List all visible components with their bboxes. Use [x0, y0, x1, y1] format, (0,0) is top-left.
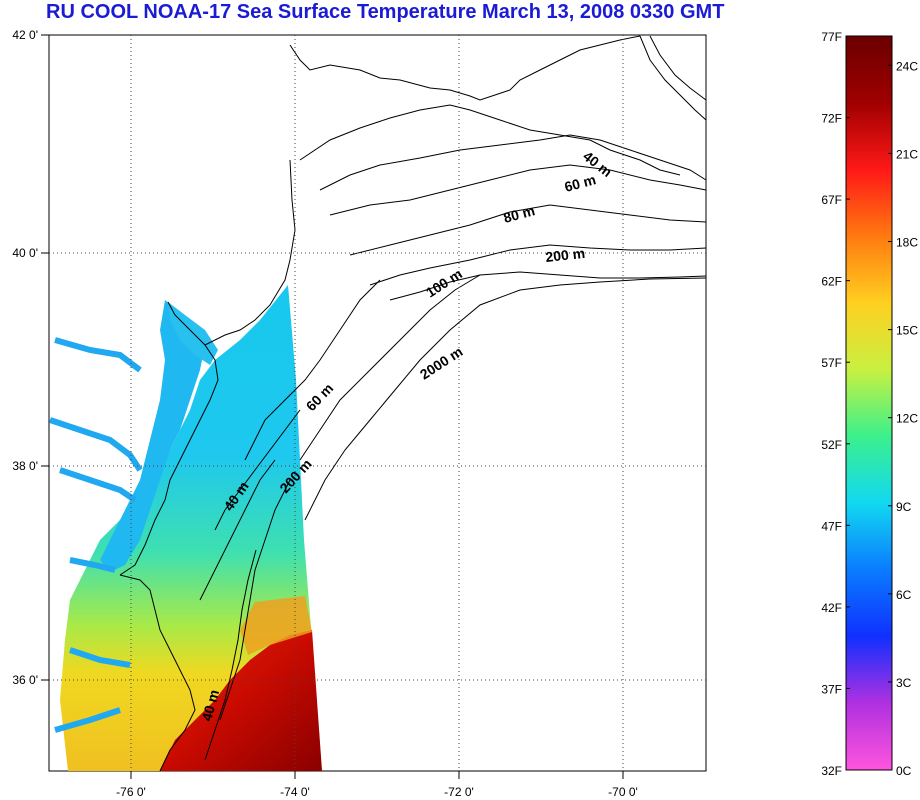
depth-label: 60 m	[563, 171, 598, 195]
colorbar-bar	[845, 35, 893, 771]
colorbar-c-label: 21C	[896, 147, 918, 161]
colorbar-c-label: 6C	[896, 588, 912, 602]
lon-label-76: -76 0'	[116, 785, 146, 799]
axis-ticks	[41, 34, 624, 779]
colorbar-c-label: 15C	[896, 324, 918, 338]
colorbar-c-label: 12C	[896, 412, 918, 426]
lat-label-40: 40 0'	[12, 246, 38, 260]
colorbar-f-label: 62F	[821, 275, 842, 289]
colorbar-f-label: 47F	[821, 519, 842, 533]
colorbar-f-label: 42F	[821, 601, 842, 615]
colorbar: 77F 72F 67F 62F 57F 52F 47F 42F 37F 32F 24C 21C 18C 1…	[821, 30, 918, 778]
graticule	[49, 35, 706, 771]
colorbar-f-label: 52F	[821, 438, 842, 452]
colorbar-c-label: 0C	[896, 764, 912, 778]
map-title: RU COOL NOAA-17 Sea Surface Temperature …	[46, 1, 725, 23]
lat-label-42: 42 0'	[12, 28, 38, 42]
colorbar-c-label: 3C	[896, 676, 912, 690]
colorbar-c-label: 9C	[896, 500, 912, 514]
lon-label-74: -74 0'	[280, 785, 310, 799]
colorbar-labels: 77F 72F 67F 62F 57F 52F 47F 42F 37F 32F 24C 21C 18C 1…	[821, 30, 918, 778]
colorbar-f-label: 37F	[821, 682, 842, 696]
chesapeake-bay	[100, 300, 205, 572]
lat-label-38: 38 0'	[12, 459, 38, 473]
colorbar-f-label: 77F	[821, 30, 842, 44]
colorbar-c-label: 18C	[896, 236, 918, 250]
lon-label-70: -70 0'	[608, 785, 638, 799]
western-rivers	[49, 337, 143, 733]
lat-label-36: 36 0'	[12, 673, 38, 687]
lon-label-72: -72 0'	[444, 785, 474, 799]
colorbar-f-label: 67F	[821, 193, 842, 207]
depth-label: 40 m	[198, 688, 222, 723]
sst-map: 42 0' 40 0' 38 0' 36 0' -76 0' -74 0' -7…	[12, 28, 707, 799]
bathymetry-contours	[199, 35, 707, 761]
colorbar-f-label: 32F	[821, 764, 842, 778]
colorbar-f-label: 57F	[821, 356, 842, 370]
warm-water	[160, 630, 322, 771]
colorbar-c-label: 24C	[896, 59, 918, 73]
depth-label: 200 m	[545, 245, 586, 265]
depth-label: 80 m	[502, 202, 537, 226]
warm-edge	[240, 596, 312, 655]
colorbar-f-label: 72F	[821, 112, 842, 126]
coastline	[119, 35, 681, 772]
